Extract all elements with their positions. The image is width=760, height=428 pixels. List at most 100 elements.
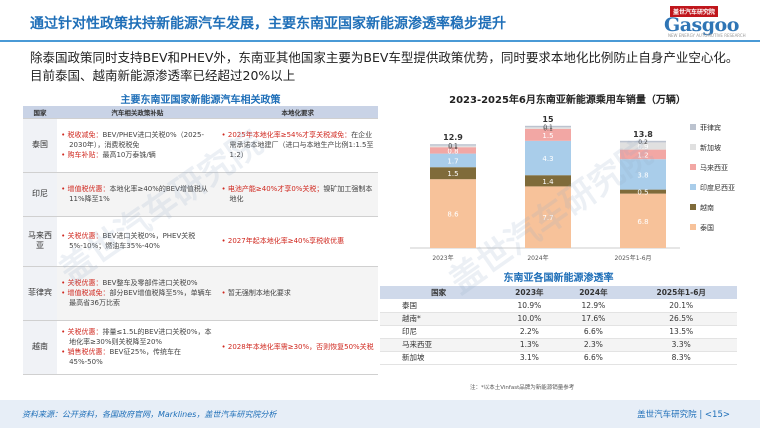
penetration-note: 注：*以本土Vinfast品牌为新能源销量参考 <box>470 385 575 391</box>
policy-subsidy-cell: 关税优惠：BEV整车及零部件进口关税0%增值税减免：部分BEV增值税降至5%，单… <box>57 265 218 321</box>
footer: 资料来源：公开资料，各国政府官网，Marklines，盖世汽车研究院分析 盖世汽… <box>0 400 760 428</box>
penetration-country: 越南* <box>380 312 498 326</box>
policy-subsidy-tag: 关税优惠： <box>67 328 103 336</box>
penetration-value: 2.2% <box>497 325 562 339</box>
policy-country: 马来西亚 <box>23 215 58 267</box>
x-tick-label: 2025年1-6月 <box>614 254 651 262</box>
policy-subsidy-cell: 关税优惠：排量≤1.5L的BEV进口关税0%，本地化率≥30%则关税降至20%销… <box>57 319 218 375</box>
penetration-value: 2.3% <box>561 338 626 352</box>
policy-subsidy-item: 增值税优惠：本地化率≥40%的BEV增值税从11%降至1% <box>61 184 213 204</box>
policy-subsidy-item: 购车补贴：最高10万泰铢/辆 <box>61 150 213 160</box>
policy-localization-cell: 暂无强制本地化要求 <box>217 265 378 321</box>
bar-total-label: 12.9 <box>443 133 463 142</box>
penetration-row: 马来西亚 1.3% 2.3% 3.3% <box>380 338 737 352</box>
penetration-value: 10.0% <box>497 312 562 326</box>
bar-data-label: 1.2 <box>637 151 648 159</box>
bar-total-label: 15 <box>542 115 554 124</box>
policy-localization-item: 电池产能≥40%才享0%关税；镍矿加工强制本地化 <box>222 184 374 204</box>
penetration-value: 1.3% <box>497 338 562 352</box>
penetration-country: 印尼 <box>380 325 498 339</box>
policy-localization-item: 2028年本地化率需≥30%，否则恢复50%关税 <box>222 342 374 352</box>
policy-subsidy-text: 最高10万泰铢/辆 <box>102 151 156 159</box>
bar-segment <box>620 159 666 190</box>
penetration-value: 3.1% <box>497 351 562 365</box>
penetration-header: 2025年1-6月 <box>625 286 737 299</box>
policy-subsidy-item: 关税优惠：排量≤1.5L的BEV进口关税0%，本地化率≥30%则关税降至20% <box>61 327 213 347</box>
bar-segment <box>430 153 476 168</box>
policy-subsidy-tag: 购车补贴： <box>67 151 103 159</box>
source-note: 资料来源：公开资料，各国政府官网，Marklines，盖世汽车研究院分析 <box>22 410 277 419</box>
policy-country: 越南 <box>23 319 58 375</box>
policy-subsidy-text: BEV整车及零部件进口关税0% <box>102 279 198 287</box>
policy-header-row: 国家 汽车相关政策补贴 本地化要求 <box>23 106 378 118</box>
penetration-header: 国家 <box>380 286 498 299</box>
legend-swatch <box>690 164 696 170</box>
policy-localization-text: 镍矿加工强制本地化 <box>229 185 373 203</box>
x-tick-label: 2024年 <box>527 254 548 262</box>
bar-data-label: 0.1 <box>448 142 458 149</box>
lead-paragraph: 除泰国政策同时支持BEV和PHEV外，东南亚其他国家主要为BEV车型提供政策优势… <box>30 50 739 83</box>
policy-section-title: 主要东南亚国家新能源汽车相关政策 <box>120 95 281 106</box>
policy-row: 越南关税优惠：排量≤1.5L的BEV进口关税0%，本地化率≥30%则关税降至20… <box>23 319 378 375</box>
header: 通过针对性政策扶持新能源汽车发展，主要东南亚国家新能源渗透率稳步提升 盖世汽车研… <box>0 0 760 44</box>
bar-data-label: 0.1 <box>543 126 553 133</box>
legend-label: 泰国 <box>700 223 714 232</box>
legend-label: 马来西亚 <box>700 164 728 172</box>
policy-localization-cell: 2025年本地化率≥54%才享关税减免：在企业需承诺本地建厂（进口与本地生产比例… <box>217 117 378 173</box>
policy-subsidy-tag: 增值税减免： <box>67 289 110 297</box>
penetration-row: 印尼 2.2% 6.6% 13.5% <box>380 325 737 339</box>
chart-title: 2023-2025年6月东南亚新能源乘用车销量（万辆） <box>449 95 686 106</box>
sales-stacked-bar-chart: 8.61.51.70.80.10.112.92023年7.71.44.31.50… <box>410 115 735 262</box>
policy-subsidy-item: 税收减免：BEV/PHEV进口关税0%（2025-2030年），消费税税免 <box>61 130 213 150</box>
policy-country: 印尼 <box>23 171 58 217</box>
legend-swatch <box>690 224 696 230</box>
bar-segment <box>620 140 666 143</box>
policy-subsidy-tag: 关税优惠： <box>67 279 103 287</box>
bar-data-label: 1.4 <box>542 178 554 186</box>
policy-header-country: 国家 <box>23 106 58 118</box>
page-number: 盖世汽车研究院 | <15> <box>637 410 730 420</box>
policy-localization-item: 2027年起本地化率≥40%享税收优惠 <box>222 236 374 246</box>
gasgoo-logo: 盖世汽车研究院 Gasgoo NEW ENERGY AUTOMOTIVE RES… <box>662 6 746 38</box>
penetration-table: 国家 2023年 2024年 2025年1-6月 泰国 10.9% 12.9% 20.… <box>380 286 737 365</box>
bar-segment <box>430 145 476 148</box>
policy-subsidy-item: 关税优惠：BEV整车及零部件进口关税0% <box>61 278 213 288</box>
policy-localization-red: 2027年起本地化率≥40%享税收优惠 <box>227 237 345 245</box>
bar-data-label: 0.9 <box>637 143 648 151</box>
bar-segment <box>620 189 666 194</box>
policy-header-localization: 本地化要求 <box>217 106 378 118</box>
penetration-value: 17.6% <box>561 312 626 326</box>
policy-subsidy-item: 销售税优惠：BEV征25%，传统车在45%-50% <box>61 347 213 367</box>
bar-segment <box>525 125 571 128</box>
penetration-value: 8.3% <box>625 351 737 365</box>
policy-row: 泰国税收减免：BEV/PHEV进口关税0%（2025-2030年），消费税税免购… <box>23 117 378 173</box>
bar-data-label: 1.5 <box>542 132 553 140</box>
penetration-country: 马来西亚 <box>380 338 498 352</box>
bar-total-label: 13.8 <box>633 130 653 139</box>
penetration-value: 6.6% <box>561 325 626 339</box>
penetration-country: 新加坡 <box>380 351 498 365</box>
legend-swatch <box>690 144 696 150</box>
bar-data-label: 0.1 <box>448 144 458 151</box>
bar-segment <box>525 128 571 141</box>
policy-subsidy-tag: 销售税优惠： <box>67 348 110 356</box>
policy-localization-red: 电池产能≥40%才享0%关税； <box>227 185 324 193</box>
policy-localization-cell: 2028年本地化率需≥30%，否则恢复50%关税 <box>217 319 378 375</box>
policy-subsidy-cell: 增值税优惠：本地化率≥40%的BEV增值税从11%降至1% <box>57 171 218 217</box>
penetration-section-title: 东南亚各国新能源渗透率 <box>503 273 614 284</box>
legend-swatch <box>690 184 696 190</box>
logo-brand: 盖世汽车研究院 <box>670 6 719 17</box>
bar-segment <box>430 144 476 146</box>
bar-data-label: 1.5 <box>447 170 458 178</box>
legend-swatch <box>690 204 696 210</box>
header-divider <box>0 40 760 42</box>
policy-subsidy-item: 关税优惠：BEV进口关税0%，PHEV关税5%-10%；燃油车35%-40% <box>61 231 213 251</box>
policy-header-subsidy: 汽车相关政策补贴 <box>57 106 218 118</box>
bar-segment <box>620 149 666 160</box>
policy-localization-text: 暂无强制本地化要求 <box>227 289 291 297</box>
bar-data-label: 7.7 <box>542 214 553 222</box>
policy-subsidy-item: 增值税减免：部分BEV增值税降至5%，单辆车最高省36万比索 <box>61 288 213 308</box>
policy-subsidy-tag: 税收减免： <box>67 131 103 139</box>
legend-label: 越南 <box>700 203 714 212</box>
bar-data-label: 3.8 <box>637 171 648 179</box>
